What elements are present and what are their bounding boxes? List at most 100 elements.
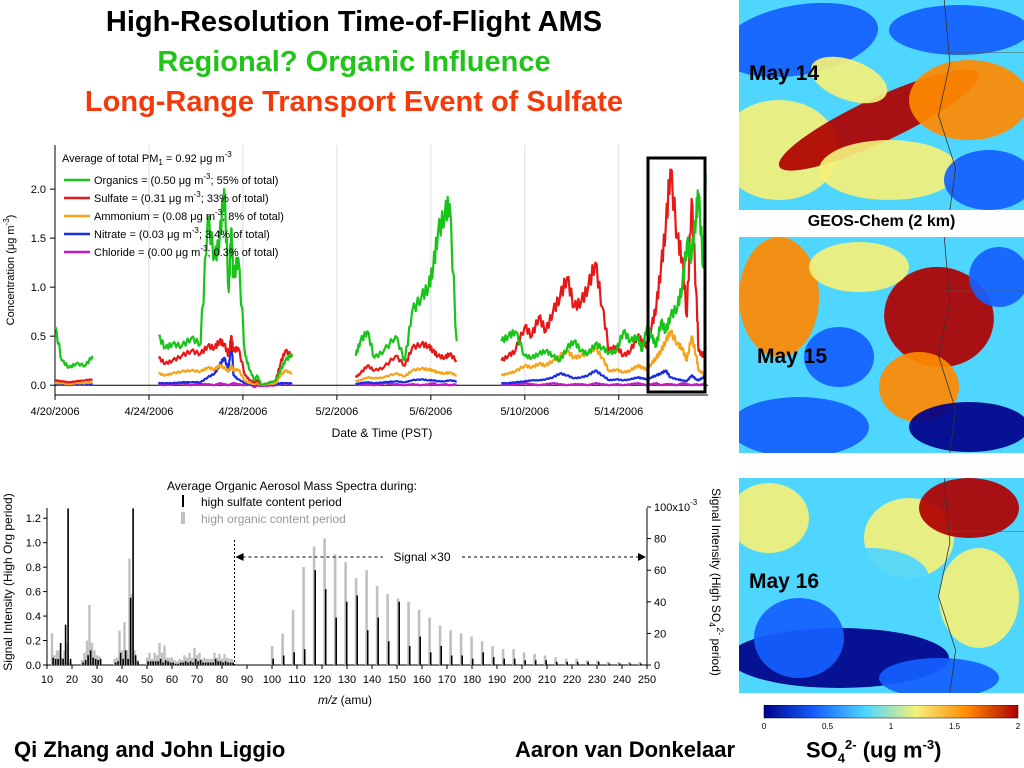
top-y-tick-label: 0.5 — [31, 331, 46, 343]
series-line-sulfate — [55, 378, 94, 384]
sulfate-bar — [52, 657, 54, 665]
map-concentration-region — [739, 237, 819, 357]
sulfate-bar — [114, 662, 117, 665]
sulfate-bar — [492, 657, 495, 665]
map-concentration-region — [909, 402, 1024, 452]
map-concentration-region — [809, 242, 909, 292]
sulfate-bar — [194, 658, 197, 665]
coastline — [938, 478, 957, 693]
organic-bar — [155, 655, 159, 665]
map-concentration-region — [884, 266, 994, 368]
sulfate-bar — [192, 662, 194, 665]
organic-bar — [205, 658, 209, 665]
sulfate-bar — [597, 661, 600, 665]
sulfate-bar — [64, 624, 67, 665]
sulfate-bar — [214, 658, 217, 665]
unit-tail: (ug m — [856, 737, 923, 763]
sulfate-bar — [84, 660, 87, 665]
organic-bar — [386, 593, 389, 665]
sulfate-bar — [164, 660, 167, 665]
sulfate-bar — [408, 646, 411, 665]
organic-bar — [375, 586, 379, 665]
sulfate-bar — [82, 662, 84, 665]
sulfate-bar — [172, 662, 174, 665]
sulfate-bar — [179, 662, 182, 665]
top-y-axis-label: Concentration (μg m-3) — [2, 215, 17, 326]
organic-bar — [396, 598, 400, 665]
sulfate-bar — [272, 658, 274, 665]
colorbar-tick-label: 1.5 — [949, 722, 961, 731]
organic-bar — [585, 660, 589, 665]
legend-organic-swatch — [181, 512, 185, 524]
map-concentration-region — [889, 5, 1024, 55]
organic-bar — [312, 546, 316, 665]
organic-bar — [50, 633, 54, 665]
organic-bar — [638, 661, 641, 665]
sulfate-bar — [174, 663, 177, 665]
sulfate-bar — [157, 661, 159, 665]
bottom-x-tick-label: 190 — [488, 674, 506, 686]
sulfate-bar — [57, 658, 59, 665]
organic-bar — [150, 658, 154, 665]
organic-bar — [88, 605, 91, 665]
organic-bar — [145, 657, 149, 665]
series-line-sulfate — [354, 340, 458, 378]
organic-bar — [223, 653, 226, 665]
legend-entry-ammonium: Ammonium = (0.08 μg m-3; 8% of total) — [94, 208, 284, 223]
map-concentration-region — [939, 548, 1019, 648]
top-y-tick-label: 1.5 — [31, 233, 46, 245]
sulfate-bar — [482, 652, 484, 665]
sulfate-bar — [117, 661, 119, 665]
bottom-right-tick-label: 40 — [654, 597, 666, 609]
organic-bar — [228, 658, 231, 665]
bottom-left-tick-label: 1.0 — [26, 538, 41, 550]
bottom-right-tick-label: 60 — [654, 565, 666, 577]
sulfate-bar — [545, 660, 547, 665]
organic-bar — [344, 562, 347, 665]
sulfate-bar — [134, 655, 137, 665]
organic-bar — [55, 650, 59, 665]
bottom-x-tick-label: 50 — [141, 674, 153, 686]
map-concentration-region — [879, 352, 959, 422]
sulfate-bar — [127, 658, 129, 665]
organic-bar — [178, 658, 181, 665]
organic-bar — [470, 636, 473, 665]
sulfate-bar — [398, 601, 400, 665]
sulfate-bar — [534, 660, 537, 665]
organic-bar — [230, 658, 234, 665]
sulfate-bar — [387, 641, 390, 665]
sulfate-bar — [124, 650, 127, 665]
series-line-nitrate — [501, 369, 707, 385]
series-line-organics — [157, 187, 294, 387]
sulfate-bar — [608, 663, 610, 665]
sulfate-bar — [147, 661, 149, 665]
sulfate-bar — [366, 630, 369, 665]
organic-bar — [438, 625, 442, 665]
map-concentration-region — [879, 658, 999, 693]
sulfate-bar — [177, 663, 179, 665]
sulfate-bar — [182, 662, 184, 665]
map-concentration-region — [739, 397, 869, 453]
sulfate-bar — [97, 660, 99, 665]
sulfate-bar — [132, 508, 134, 665]
organic-bar — [522, 652, 526, 665]
organic-bar — [85, 640, 89, 665]
organic-bar — [365, 570, 368, 665]
sulfate-bar — [324, 589, 327, 665]
bottom-left-tick-label: 0.4 — [26, 611, 41, 623]
sulfate-bar — [219, 661, 222, 665]
organic-bar — [627, 661, 631, 665]
title-line-1: High-Resolution Time-of-Flight AMS — [105, 6, 603, 38]
bottom-x-tick-label: 210 — [538, 674, 556, 686]
organic-bar — [354, 578, 358, 665]
organic-bar — [163, 645, 166, 665]
sulfate-bar — [303, 649, 306, 665]
top-x-tick-label: 4/20/2006 — [31, 406, 80, 418]
sulfate-bar — [232, 662, 234, 665]
organic-bar — [190, 657, 194, 665]
organic-bar — [218, 653, 221, 665]
sulfate-bar — [62, 658, 64, 665]
organic-bar — [68, 662, 71, 665]
organic-bar — [281, 633, 284, 665]
organic-bar — [200, 658, 204, 665]
